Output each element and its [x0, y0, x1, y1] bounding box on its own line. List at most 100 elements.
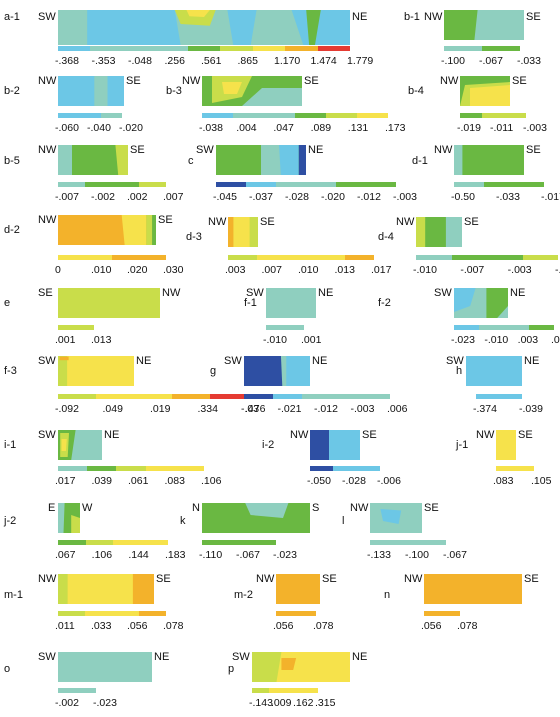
- contour-region: [281, 658, 297, 670]
- tick-label: -.003: [507, 264, 532, 276]
- tick-label: .476: [245, 403, 266, 415]
- contour-region: [59, 356, 69, 361]
- color-scale-segment: [302, 394, 332, 399]
- contour-region: [58, 503, 65, 533]
- color-scale-segment: [139, 255, 166, 260]
- color-scale-segment: [442, 611, 460, 616]
- color-scale-segment: [139, 611, 166, 616]
- color-scale-segment: [268, 688, 285, 693]
- contour-map: [216, 145, 306, 175]
- contour-region: [454, 145, 463, 175]
- orientation-right: SE: [260, 216, 275, 228]
- tick-label: -.020: [321, 191, 345, 203]
- contour-region: [306, 10, 321, 45]
- contour-shapes: [58, 145, 128, 175]
- contour-region: [222, 82, 242, 94]
- tick-label: -.038: [199, 122, 223, 134]
- color-scale-segment: [444, 46, 463, 51]
- contour-map: [58, 430, 102, 460]
- tick-label: .007: [163, 191, 184, 203]
- tick-label: -.023: [93, 697, 117, 709]
- color-scale-bar: [58, 113, 122, 118]
- panel-label: d-1: [412, 155, 428, 167]
- tick-label: -0.50: [451, 191, 475, 203]
- color-scale-bar: [476, 394, 522, 399]
- tick-label: .030: [163, 264, 184, 276]
- color-scale-segment: [58, 466, 88, 471]
- color-scale-bar: [244, 394, 391, 399]
- contour-region: [186, 10, 210, 17]
- tick-label: -.039: [519, 403, 543, 415]
- tick-label: -.012: [357, 191, 381, 203]
- color-scale-segment: [87, 466, 117, 471]
- tick-label: -.006: [377, 475, 401, 487]
- tick-label: -.011: [490, 122, 514, 134]
- color-scale-segment: [366, 182, 396, 187]
- orientation-right: SE: [130, 144, 145, 156]
- color-scale-segment: [58, 611, 85, 616]
- contour-shapes: [460, 76, 510, 106]
- contour-map: [58, 356, 134, 386]
- tick-label: .183: [165, 549, 186, 561]
- tick-label: -.033: [517, 55, 541, 67]
- orientation-right: NE: [318, 287, 334, 299]
- tick-label: .019: [150, 403, 171, 415]
- contour-map: [466, 356, 522, 386]
- contour-region: [298, 145, 306, 175]
- panel-label: m-1: [4, 589, 23, 601]
- color-scale-bar: [216, 182, 396, 187]
- tick-label: -.092: [55, 403, 79, 415]
- orientation-right: NE: [136, 355, 152, 367]
- color-scale-segment: [317, 46, 350, 51]
- orientation-left: NW: [290, 429, 309, 441]
- color-scale-segment: [482, 46, 501, 51]
- orientation-right: SE: [518, 429, 533, 441]
- contour-region: [58, 356, 68, 386]
- orientation-left: NW: [396, 216, 415, 228]
- contour-region: [71, 515, 80, 533]
- panel-label: i-1: [4, 439, 17, 451]
- color-scale-segment: [113, 540, 141, 545]
- tick-label: .002: [127, 191, 148, 203]
- color-scale-bar: [228, 255, 375, 260]
- orientation-left: NW: [38, 144, 57, 156]
- tick-label: .013: [334, 264, 355, 276]
- panel-label: d-3: [186, 231, 202, 243]
- tick-label: -.133: [367, 549, 391, 561]
- tick-label: .049: [102, 403, 123, 415]
- tick-label: .010: [91, 264, 112, 276]
- contour-map: [58, 76, 124, 106]
- tick-label: -.067: [479, 55, 503, 67]
- color-scale-bar: [266, 325, 304, 330]
- color-scale-segment: [420, 540, 446, 545]
- tick-label: .011: [55, 620, 75, 632]
- orientation-left: SW: [434, 287, 452, 299]
- contour-shapes: [310, 430, 329, 460]
- color-scale-bar: [496, 466, 534, 471]
- tick-label: .162: [293, 697, 314, 709]
- contour-shapes: [58, 430, 76, 460]
- color-scale-segment: [202, 540, 227, 545]
- tick-label: -.048: [128, 55, 152, 67]
- orientation-right: SE: [424, 502, 439, 514]
- tick-label: -.353: [91, 55, 116, 67]
- contour-region: [279, 145, 299, 175]
- orientation-left: NW: [404, 573, 423, 585]
- color-scale-segment: [463, 46, 482, 51]
- color-scale-segment: [496, 466, 515, 471]
- tick-label: -.003: [350, 403, 375, 415]
- tick-label: .020: [127, 264, 148, 276]
- tick-label: .334: [197, 403, 218, 415]
- panel-label: c: [188, 155, 194, 167]
- contour-shapes: [58, 288, 160, 318]
- tick-label: .006: [387, 403, 408, 415]
- contour-region: [58, 145, 72, 175]
- orientation-left: SW: [232, 651, 250, 663]
- contour-shapes: [276, 574, 320, 604]
- tick-label: -.010: [263, 334, 287, 346]
- orientation-right: NE: [154, 651, 170, 663]
- contour-map: [58, 288, 160, 318]
- contour-region: [445, 217, 462, 247]
- tick-label: -.003: [393, 191, 417, 203]
- panel-label: j-2: [4, 515, 17, 527]
